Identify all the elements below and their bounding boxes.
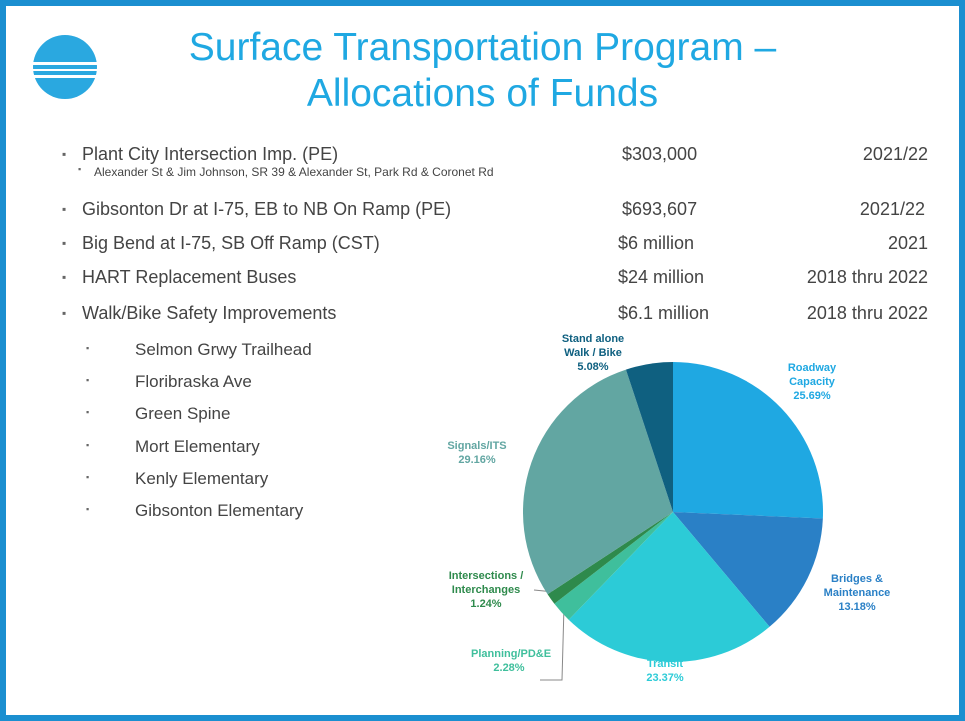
slice-label: Signals/ITS 29.16% <box>417 439 537 467</box>
slice-label: Bridges & Maintenance 13.18% <box>797 572 917 614</box>
item-year: 2018 thru 2022 <box>806 303 928 323</box>
project: Gibsonton Elementary <box>135 501 304 520</box>
project: Kenly Elementary <box>135 468 269 488</box>
slice-label: Stand alone Walk / Bike 5.08% <box>533 332 653 374</box>
bullet: ▪ <box>62 270 67 284</box>
item-amount: $6.1 million <box>618 303 710 323</box>
item-text: Big Bend at I-75, SB Off Ramp (CST) <box>82 233 380 253</box>
pie-slice <box>625 362 673 512</box>
project: Mort Elementary <box>135 436 260 456</box>
slice-name: Roadway Capacity <box>787 362 837 388</box>
item-year: 2021/22 <box>859 199 925 219</box>
logo-stripe <box>33 62 97 65</box>
pie-slice <box>547 512 673 604</box>
sub-bullet: Alexander St & Jim Johnson, SR 39 & Alex… <box>94 165 494 179</box>
pie-slice <box>673 512 823 627</box>
item-year: 2021 <box>887 233 928 253</box>
slice-percent: 5.08% <box>577 361 609 373</box>
pie-slice <box>673 362 824 519</box>
slice-name: Planning/PD&E <box>471 648 552 660</box>
pie-slice <box>568 512 770 662</box>
leader-line <box>540 605 565 681</box>
slice-percent: 29.16% <box>458 454 496 466</box>
bullet: ▪ <box>86 504 90 514</box>
slice-percent: 2.28% <box>493 662 525 674</box>
project: Green Spine <box>135 404 231 424</box>
title: Allocations of Funds <box>306 72 659 115</box>
item-year: 2018 thru 2022 <box>806 267 928 287</box>
item-text: Gibsonton Dr at I-75, EB to NB On Ramp (… <box>82 199 452 219</box>
slice-percent: 23.37% <box>646 672 684 684</box>
pie-layer <box>33 35 824 681</box>
pie-slice <box>522 369 673 595</box>
slice-name: Intersections / Interchanges <box>448 570 524 596</box>
bullet: ▪ <box>62 236 67 250</box>
bullet: ▪ <box>62 202 67 216</box>
slice-name: Bridges & Maintenance <box>823 573 891 599</box>
bullet: ▪ <box>86 343 90 353</box>
slice-label: Intersections / Interchanges 1.24% <box>426 569 546 611</box>
bullet: ▪ <box>86 407 90 418</box>
title: Surface Transportation Program – <box>188 26 777 69</box>
logo-stripe <box>33 75 97 78</box>
item-amount: $303,000 <box>622 144 698 164</box>
slice-percent: 25.69% <box>793 390 831 402</box>
slice-name: Transit <box>646 658 684 670</box>
pie-slice <box>554 512 673 620</box>
project: Floribraska Ave <box>135 372 252 392</box>
bullet: ▪ <box>86 375 90 386</box>
item-text: Walk/Bike Safety Improvements <box>82 303 337 323</box>
bullet: ▪ <box>86 439 90 450</box>
logo <box>33 35 97 99</box>
item-amount: $6 million <box>618 233 695 253</box>
slice-name: Signals/ITS <box>447 440 507 452</box>
bullet: ▪ <box>62 147 67 161</box>
bullet: ▪ <box>86 471 90 482</box>
item-amount: $693,607 <box>622 199 698 219</box>
slice-percent: 13.18% <box>838 601 876 613</box>
item-text: HART Replacement Buses <box>82 267 297 287</box>
slice-label: Transit 23.37% <box>605 657 725 685</box>
item-year: 2021/22 <box>862 144 928 164</box>
item-text: Plant City Intersection Imp. (PE) <box>82 144 339 164</box>
project: Selmon Grwy Trailhead <box>135 340 312 359</box>
slice-percent: 1.24% <box>470 598 502 610</box>
bullet: ▪ <box>78 164 82 174</box>
item-amount: $24 million <box>618 267 705 287</box>
bullet: ▪ <box>62 306 67 320</box>
slice-label: Planning/PD&E 2.28% <box>449 647 569 675</box>
logo-stripe <box>33 69 97 71</box>
slice-name: Stand alone Walk / Bike <box>561 333 625 359</box>
slice-label: Roadway Capacity 25.69% <box>752 361 872 403</box>
